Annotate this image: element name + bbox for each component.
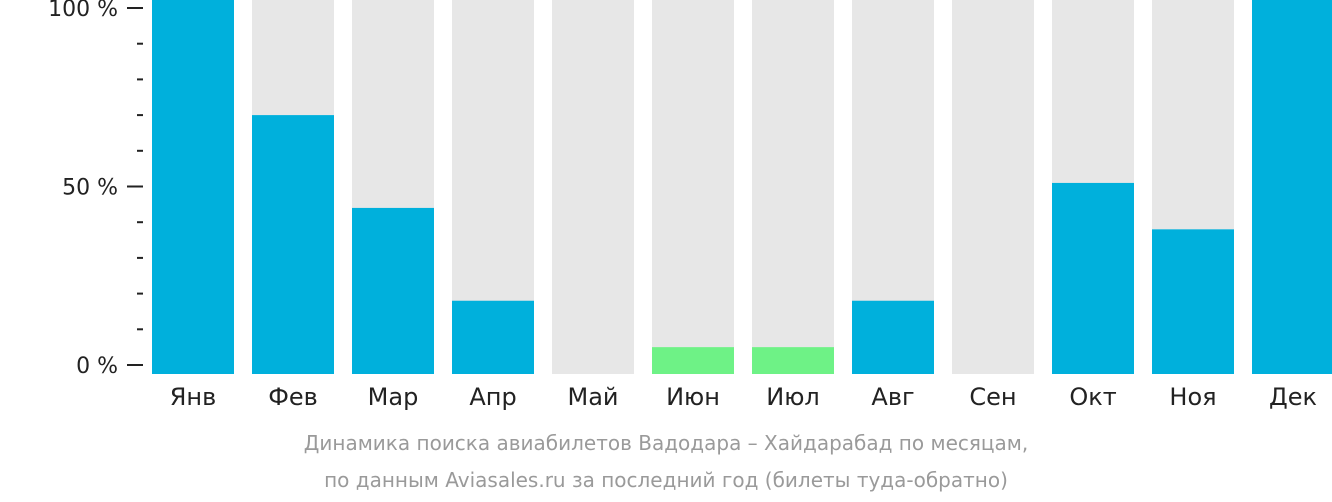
chart-caption-line-1: Динамика поиска авиабилетов Вадодара – Х…: [303, 431, 1029, 455]
x-tick-label: Фев: [268, 383, 318, 411]
x-tick-label: Мар: [368, 383, 419, 411]
bars: [152, 0, 1332, 374]
bar-10[interactable]: [1052, 182, 1134, 374]
x-tick-label: Янв: [170, 383, 217, 411]
bar-4[interactable]: [452, 300, 534, 374]
bar-12[interactable]: [1252, 0, 1332, 374]
bar-8[interactable]: [852, 300, 934, 374]
bar-3[interactable]: [352, 207, 434, 374]
x-axis-labels: Янв Фев Мар Апр Май Июн Июл Авг Сен Окт Ноя Дек: [170, 383, 1317, 411]
bar-1[interactable]: [152, 0, 234, 374]
bar-track: [652, 0, 734, 374]
y-axis: 0 % 50 % 100 %: [48, 0, 143, 379]
x-tick-label: Авг: [871, 383, 914, 411]
bar-track: [552, 0, 634, 374]
bar-6[interactable]: [652, 347, 734, 374]
x-tick-label: Сен: [969, 383, 1016, 411]
y-tick-label: 100 %: [48, 0, 118, 22]
bar-11[interactable]: [1152, 229, 1234, 374]
x-tick-label: Июл: [766, 383, 820, 411]
x-tick-label: Окт: [1069, 383, 1116, 411]
x-tick-label: Апр: [469, 383, 516, 411]
bar-2[interactable]: [252, 115, 334, 374]
x-tick-label: Май: [567, 383, 618, 411]
y-tick-label: 0 %: [76, 354, 118, 379]
y-tick-label: 50 %: [62, 176, 118, 201]
x-tick-label: Дек: [1269, 383, 1317, 411]
x-tick-label: Ноя: [1169, 383, 1216, 411]
bar-track: [752, 0, 834, 374]
chart-caption-line-2: по данным Aviasales.ru за последний год …: [324, 468, 1008, 492]
bar-track: [952, 0, 1034, 374]
bar-7[interactable]: [752, 347, 834, 374]
x-tick-label: Июн: [666, 383, 720, 411]
